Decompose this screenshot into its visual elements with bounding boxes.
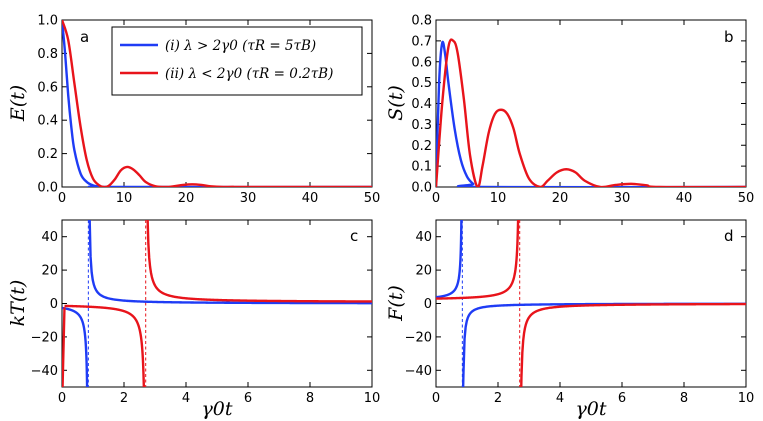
plot-area bbox=[62, 20, 372, 187]
legend-entry-ii: (ii) λ < 2γ0 (τR = 0.2τB) bbox=[165, 66, 333, 82]
x-tick-label: 50 bbox=[364, 191, 381, 206]
x-tick-label: 50 bbox=[738, 191, 755, 206]
panel-a-ylabel: E(t) bbox=[7, 85, 29, 122]
x-tick-label: 40 bbox=[676, 191, 693, 206]
panel-c: 0 2 4 6 8 10 −40 −20 0 20 40 c kT(t) γ0t bbox=[7, 219, 381, 420]
y-tick-label: −40 bbox=[405, 364, 432, 379]
y-tick-label: 0.6 bbox=[37, 80, 58, 95]
x-tick-label: 0 bbox=[432, 391, 440, 406]
panel-b-ylabel: S(t) bbox=[385, 85, 407, 120]
panel-c-letter: c bbox=[350, 227, 358, 245]
y-tick-label: 0.7 bbox=[411, 34, 432, 49]
panel-d: 0 2 4 6 8 10 −40 −20 0 20 40 d F(t) γ0t bbox=[385, 219, 755, 420]
legend-box bbox=[111, 26, 363, 96]
x-tick-label: 20 bbox=[552, 191, 569, 206]
y-tick-label: 0.2 bbox=[411, 139, 432, 154]
y-tick-label: 0.5 bbox=[411, 76, 432, 91]
y-tick-label: 0.8 bbox=[37, 47, 58, 62]
y-tick-label: 1.0 bbox=[37, 14, 58, 29]
panel-b: 0 10 20 30 40 50 0.0 0.1 0.2 0.3 0.4 0.5 0.6 0.7 0.8 b… bbox=[385, 14, 754, 207]
panel-a: 0 10 20 30 40 50 0.0 0.2 0.4 0.6 0.8 1.0 a E(t) bbox=[7, 14, 380, 207]
x-tick-label: 0 bbox=[58, 191, 66, 206]
panel-b-letter: b bbox=[724, 28, 734, 46]
panel-c-curves bbox=[62, 220, 372, 387]
panel-b-curves bbox=[436, 38, 746, 187]
plot-area bbox=[62, 220, 372, 387]
x-tick-label: 40 bbox=[302, 191, 319, 206]
series-ii-line bbox=[436, 38, 746, 187]
y-tick-label: 0.0 bbox=[37, 181, 58, 196]
x-tick-label: 8 bbox=[306, 391, 314, 406]
y-tick-label: 0.3 bbox=[411, 118, 432, 133]
x-tick-label: 20 bbox=[178, 191, 195, 206]
plot-area bbox=[436, 38, 746, 187]
series-i-line bbox=[436, 40, 746, 187]
x-tick-label: 2 bbox=[494, 391, 502, 406]
x-tick-label: 30 bbox=[240, 191, 257, 206]
y-tick-label: 0.4 bbox=[411, 97, 432, 112]
x-tick-label: 4 bbox=[556, 391, 564, 406]
panel-a-ticks: 0 10 20 30 40 50 0.0 0.2 0.4 0.6 0.8 1.0 bbox=[37, 14, 380, 207]
y-tick-label: 0.6 bbox=[411, 55, 432, 70]
panel-d-ticks: 0 2 4 6 8 10 −40 −20 0 20 40 bbox=[405, 220, 755, 406]
y-tick-label: 40 bbox=[415, 230, 432, 245]
y-tick-label: 0 bbox=[424, 297, 432, 312]
series-ii-line bbox=[62, 20, 372, 187]
panel-c-ticks: 0 2 4 6 8 10 −40 −20 0 20 40 bbox=[31, 220, 381, 406]
series-ii-line bbox=[436, 220, 746, 387]
y-tick-label: 20 bbox=[415, 264, 432, 279]
x-tick-label: 4 bbox=[182, 391, 190, 406]
y-tick-label: 0.8 bbox=[411, 14, 432, 29]
x-tick-label: 0 bbox=[58, 391, 66, 406]
x-tick-label: 6 bbox=[244, 391, 252, 406]
x-tick-label: 10 bbox=[116, 191, 133, 206]
panel-c-xlabel: γ0t bbox=[201, 398, 232, 420]
y-tick-label: 0.1 bbox=[411, 160, 432, 175]
panel-a-letter: a bbox=[80, 28, 89, 46]
x-tick-label: 0 bbox=[432, 191, 440, 206]
x-tick-label: 2 bbox=[120, 391, 128, 406]
panel-c-ylabel: kT(t) bbox=[7, 280, 29, 327]
y-tick-label: 0.2 bbox=[37, 147, 58, 162]
panel-d-curves bbox=[436, 220, 746, 387]
y-tick-label: −20 bbox=[405, 330, 432, 345]
legend-entry-i: (i) λ > 2γ0 (τR = 5τB) bbox=[165, 38, 316, 54]
series-ii-line bbox=[62, 220, 372, 387]
x-tick-label: 10 bbox=[364, 391, 381, 406]
plot-area bbox=[436, 220, 746, 387]
x-tick-label: 10 bbox=[738, 391, 755, 406]
panel-d-xlabel: γ0t bbox=[575, 398, 606, 420]
y-tick-label: −40 bbox=[31, 364, 58, 379]
y-tick-label: 0.0 bbox=[411, 181, 432, 196]
y-tick-label: 0 bbox=[50, 297, 58, 312]
x-tick-label: 8 bbox=[680, 391, 688, 406]
y-tick-label: 0.4 bbox=[37, 114, 58, 129]
x-tick-label: 6 bbox=[618, 391, 626, 406]
panel-a-curves bbox=[62, 20, 372, 187]
panel-d-letter: d bbox=[724, 227, 734, 245]
panel-d-ylabel: F(t) bbox=[385, 285, 407, 322]
y-tick-label: 20 bbox=[41, 264, 58, 279]
panel-b-ticks: 0 10 20 30 40 50 0.0 0.1 0.2 0.3 0.4 0.5 0.6 0.7 0.8 bbox=[411, 14, 754, 207]
series-i-line bbox=[62, 20, 372, 187]
y-tick-label: −20 bbox=[31, 330, 58, 345]
y-tick-label: 40 bbox=[41, 230, 58, 245]
series-i-line bbox=[62, 220, 372, 387]
x-tick-label: 10 bbox=[490, 191, 507, 206]
x-tick-label: 30 bbox=[614, 191, 631, 206]
legend: (i) λ > 2γ0 (τR = 5τB) (ii) λ < 2γ0 (τR … bbox=[111, 26, 363, 96]
